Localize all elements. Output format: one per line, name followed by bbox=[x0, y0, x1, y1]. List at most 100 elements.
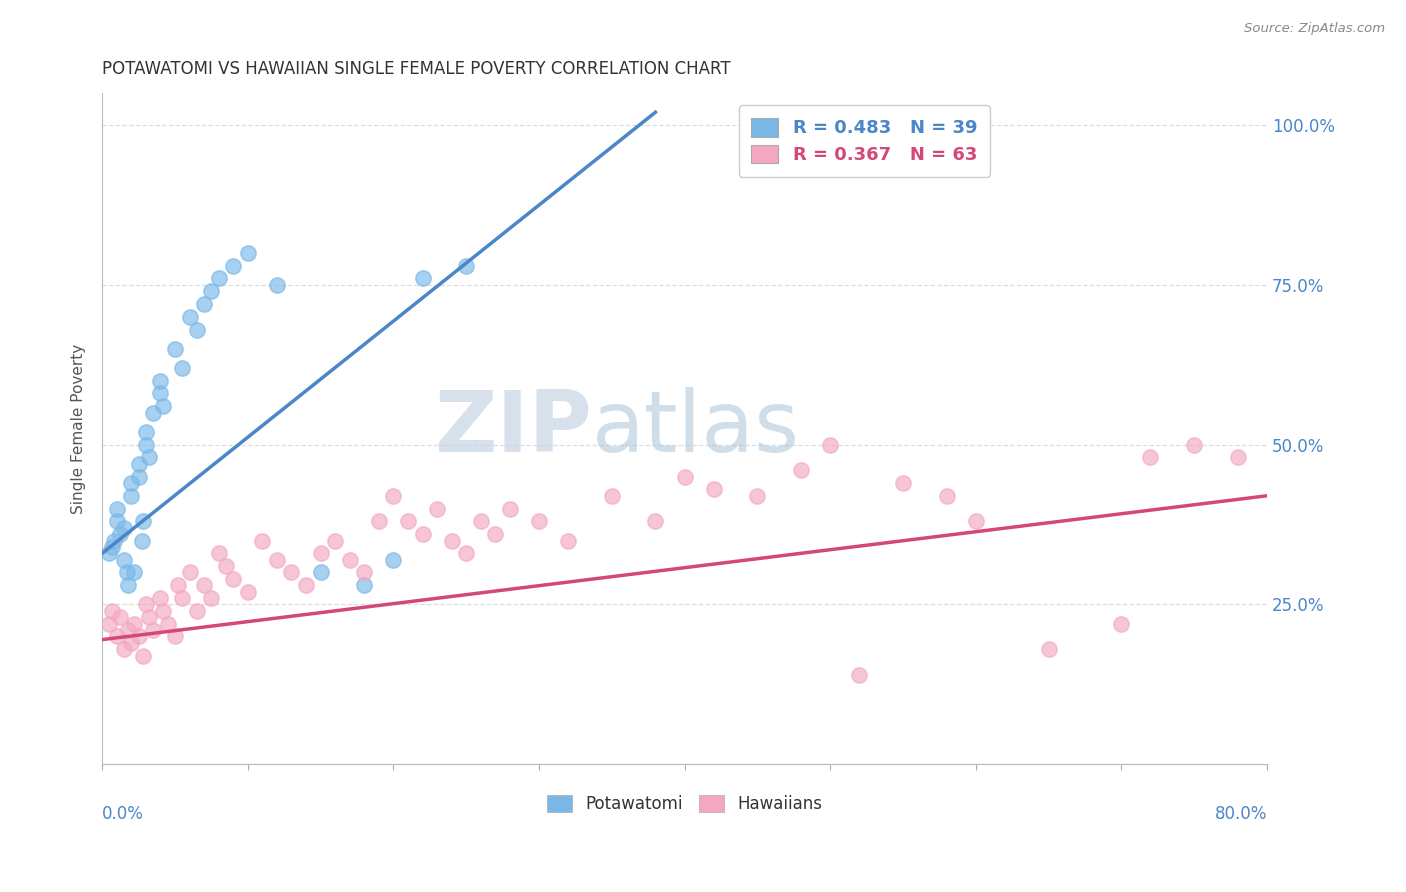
Text: Source: ZipAtlas.com: Source: ZipAtlas.com bbox=[1244, 22, 1385, 36]
Y-axis label: Single Female Poverty: Single Female Poverty bbox=[72, 343, 86, 514]
Point bbox=[193, 297, 215, 311]
Point bbox=[382, 489, 405, 503]
Point bbox=[848, 667, 870, 681]
Point bbox=[266, 552, 288, 566]
Point bbox=[132, 648, 155, 663]
Point bbox=[128, 469, 150, 483]
Point bbox=[149, 374, 172, 388]
Point bbox=[117, 623, 139, 637]
Point bbox=[200, 591, 222, 605]
Point bbox=[673, 469, 696, 483]
Point bbox=[353, 578, 375, 592]
Point bbox=[163, 342, 186, 356]
Point bbox=[149, 591, 172, 605]
Point bbox=[132, 514, 155, 528]
Point bbox=[818, 437, 841, 451]
Point bbox=[470, 514, 492, 528]
Point bbox=[456, 546, 478, 560]
Point bbox=[112, 521, 135, 535]
Point bbox=[1139, 450, 1161, 465]
Point bbox=[115, 566, 138, 580]
Point bbox=[193, 578, 215, 592]
Point bbox=[105, 629, 128, 643]
Point bbox=[101, 540, 124, 554]
Point bbox=[98, 616, 121, 631]
Point bbox=[367, 514, 389, 528]
Point bbox=[790, 463, 813, 477]
Point bbox=[644, 514, 666, 528]
Point bbox=[120, 489, 142, 503]
Point bbox=[179, 310, 201, 324]
Point bbox=[747, 489, 769, 503]
Point bbox=[138, 610, 160, 624]
Text: 0.0%: 0.0% bbox=[103, 805, 143, 822]
Point bbox=[120, 636, 142, 650]
Point bbox=[200, 284, 222, 298]
Point bbox=[103, 533, 125, 548]
Point bbox=[411, 271, 433, 285]
Point bbox=[117, 578, 139, 592]
Point bbox=[108, 610, 131, 624]
Point bbox=[557, 533, 579, 548]
Point bbox=[131, 533, 153, 548]
Point bbox=[600, 489, 623, 503]
Point bbox=[382, 552, 405, 566]
Point bbox=[152, 399, 174, 413]
Point bbox=[208, 546, 231, 560]
Point bbox=[236, 245, 259, 260]
Point bbox=[440, 533, 463, 548]
Point bbox=[105, 501, 128, 516]
Point bbox=[426, 501, 449, 516]
Point bbox=[167, 578, 190, 592]
Point bbox=[135, 437, 157, 451]
Point bbox=[142, 406, 165, 420]
Point bbox=[142, 623, 165, 637]
Point bbox=[309, 566, 332, 580]
Text: atlas: atlas bbox=[592, 387, 800, 470]
Point bbox=[499, 501, 522, 516]
Point bbox=[215, 559, 238, 574]
Point bbox=[98, 546, 121, 560]
Point bbox=[339, 552, 361, 566]
Point bbox=[280, 566, 302, 580]
Point bbox=[163, 629, 186, 643]
Point bbox=[935, 489, 957, 503]
Point bbox=[112, 552, 135, 566]
Point bbox=[172, 360, 194, 375]
Point bbox=[527, 514, 550, 528]
Legend: Potawatomi, Hawaiians: Potawatomi, Hawaiians bbox=[540, 789, 830, 820]
Point bbox=[323, 533, 346, 548]
Point bbox=[703, 483, 725, 497]
Point bbox=[222, 259, 245, 273]
Text: POTAWATOMI VS HAWAIIAN SINGLE FEMALE POVERTY CORRELATION CHART: POTAWATOMI VS HAWAIIAN SINGLE FEMALE POV… bbox=[103, 60, 731, 78]
Point bbox=[1111, 616, 1133, 631]
Point bbox=[112, 642, 135, 657]
Point bbox=[138, 450, 160, 465]
Point bbox=[965, 514, 987, 528]
Point bbox=[108, 527, 131, 541]
Point bbox=[266, 277, 288, 292]
Point bbox=[152, 604, 174, 618]
Point bbox=[128, 629, 150, 643]
Point bbox=[156, 616, 179, 631]
Text: ZIP: ZIP bbox=[433, 387, 592, 470]
Point bbox=[122, 566, 145, 580]
Point bbox=[1182, 437, 1205, 451]
Point bbox=[120, 475, 142, 490]
Point bbox=[105, 514, 128, 528]
Point bbox=[172, 591, 194, 605]
Point bbox=[396, 514, 419, 528]
Point bbox=[208, 271, 231, 285]
Point bbox=[186, 604, 208, 618]
Point bbox=[186, 322, 208, 336]
Point bbox=[135, 425, 157, 439]
Point bbox=[149, 386, 172, 401]
Point bbox=[252, 533, 274, 548]
Point bbox=[222, 572, 245, 586]
Point bbox=[411, 527, 433, 541]
Point bbox=[1226, 450, 1249, 465]
Point bbox=[1038, 642, 1060, 657]
Point bbox=[236, 584, 259, 599]
Point bbox=[128, 457, 150, 471]
Point bbox=[309, 546, 332, 560]
